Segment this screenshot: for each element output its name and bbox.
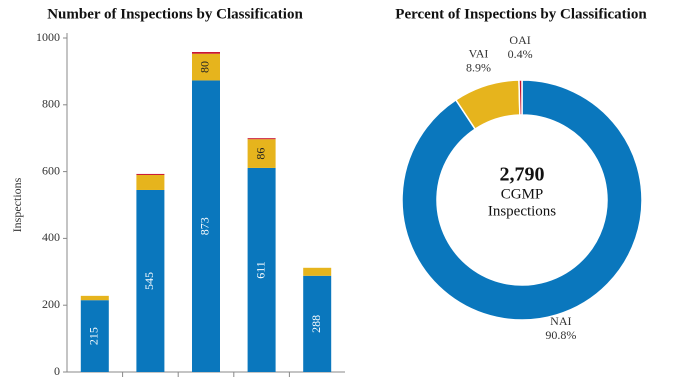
data-label: 545 — [142, 272, 156, 290]
y-tick-label: 400 — [42, 230, 60, 244]
data-label: 288 — [309, 315, 323, 333]
center-total: 2,790 — [500, 164, 545, 186]
bar-segment — [192, 53, 220, 81]
bar-segment — [80, 300, 109, 372]
bar-segment — [136, 174, 165, 190]
bar-segment — [247, 138, 276, 140]
center-text: CGMP — [501, 186, 544, 202]
y-tick-label: 800 — [42, 97, 60, 111]
bar-segment — [192, 52, 220, 54]
bar-segment — [303, 267, 332, 276]
bar-segment — [247, 139, 276, 168]
slice-value: 0.4% — [508, 47, 533, 61]
center-text: Inspections — [488, 203, 556, 219]
slice-value: 8.9% — [466, 60, 491, 74]
y-tick-label: 600 — [42, 163, 60, 177]
donut-slice — [401, 79, 643, 321]
data-label: 873 — [198, 217, 212, 235]
bar-segment — [136, 173, 165, 175]
y-tick-label: 200 — [42, 297, 60, 311]
chart-title: Number of Inspections by Classification — [47, 6, 303, 22]
slice-label: OAI — [509, 33, 530, 47]
donut-slice — [518, 79, 523, 116]
data-label: 80 — [198, 61, 212, 73]
chart-title: Percent of Inspections by Classification — [395, 6, 647, 22]
y-tick-label: 0 — [54, 364, 60, 378]
slice-label: NAI — [550, 314, 571, 328]
bar-segment — [303, 275, 332, 372]
data-label: 215 — [87, 327, 101, 345]
bar-segment — [192, 80, 220, 372]
bar-segment — [247, 167, 276, 372]
bar-segment — [136, 189, 165, 372]
y-axis-label: Inspections — [10, 177, 24, 232]
slice-label: VAI — [469, 46, 489, 60]
data-label: 611 — [253, 261, 267, 279]
data-label: 86 — [253, 148, 267, 160]
slice-value: 90.8% — [545, 328, 576, 342]
y-tick-label: 1000 — [36, 30, 60, 44]
bar-segment — [80, 295, 109, 301]
